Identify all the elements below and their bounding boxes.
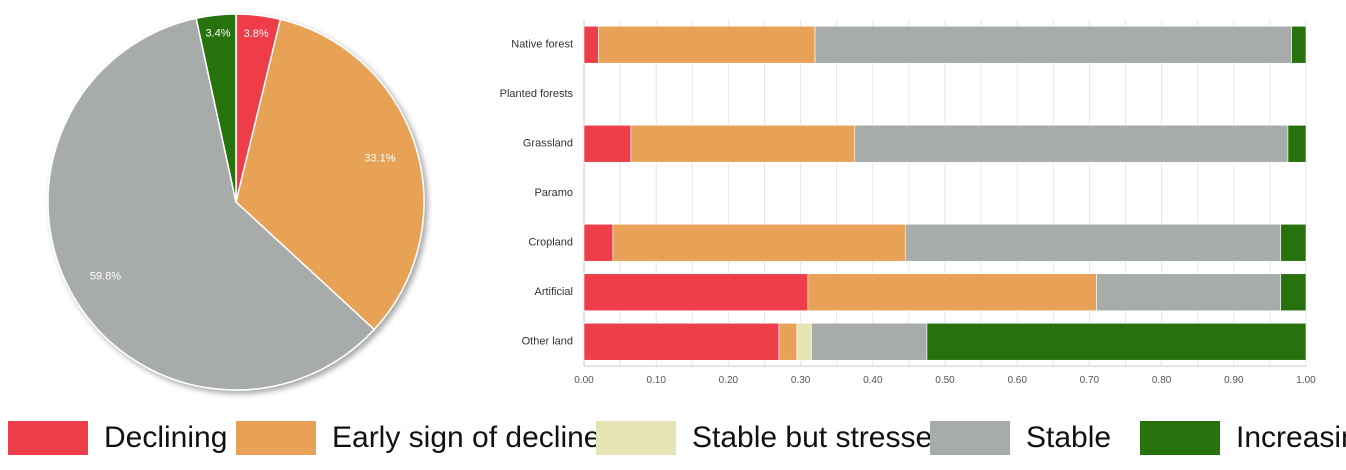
category-labels: Native forest Planted forests Grassland Par… bbox=[500, 39, 574, 348]
legend: Declining Early sign of decline Stable b… bbox=[0, 408, 1346, 468]
pie-labels: 3.8% 33.1% 59.8% 3.4% bbox=[90, 28, 396, 283]
pie-label-early-sign-of-decline: 33.1% bbox=[364, 152, 395, 164]
pie-slice-early-sign-of-decline bbox=[235, 18, 425, 331]
bar-segment-grassland-early-sign-of-decline bbox=[630, 124, 856, 163]
x-tick-label: 0.00 bbox=[574, 375, 594, 386]
category-label-other-land: Other land bbox=[522, 336, 573, 348]
bar-segment-cropland-increasing bbox=[1280, 223, 1307, 262]
x-tick-label: 0.60 bbox=[1007, 375, 1027, 386]
legend-label: Declining bbox=[104, 421, 228, 454]
x-tick-label: 0.90 bbox=[1224, 375, 1244, 386]
legend-label: Stable but stressed bbox=[692, 421, 949, 454]
legend-label: Stable bbox=[1026, 421, 1112, 454]
bar-segments bbox=[583, 25, 1307, 361]
bar-segment-grassland-declining bbox=[583, 124, 632, 163]
legend-item-increasing: Increasing bbox=[1140, 421, 1346, 455]
bar-segment-grassland-increasing bbox=[1287, 124, 1307, 163]
x-tick-label: 0.10 bbox=[646, 375, 666, 386]
bar-segment-cropland-stable bbox=[904, 223, 1282, 262]
pie-slice-increasing bbox=[195, 13, 237, 203]
pie-label-increasing: 3.4% bbox=[205, 28, 230, 40]
pie-label-stable: 59.8% bbox=[90, 271, 121, 283]
bar-grid bbox=[583, 20, 1307, 367]
legend-label: Increasing bbox=[1236, 421, 1346, 454]
pie-chart: 3.8% 33.1% 59.8% 3.4% bbox=[47, 13, 425, 391]
bar-segment-other-land-stable bbox=[811, 322, 928, 361]
bar-segment-cropland-early-sign-of-decline bbox=[612, 223, 906, 262]
bar-segment-native-forest-increasing bbox=[1291, 25, 1307, 64]
category-label-cropland: Cropland bbox=[528, 237, 573, 249]
category-label-planted-forests: Planted forests bbox=[500, 88, 574, 100]
x-tick-label: 0.30 bbox=[791, 375, 811, 386]
legend-swatch bbox=[236, 421, 316, 455]
pie-label-declining: 3.8% bbox=[244, 28, 269, 40]
legend-item-early-sign-of-decline: Early sign of decline bbox=[236, 421, 600, 455]
bar-segment-artificial-increasing bbox=[1280, 273, 1307, 312]
bar-segment-artificial-stable bbox=[1096, 273, 1282, 312]
bar-segment-grassland-stable bbox=[854, 124, 1289, 163]
x-tick-label: 0.80 bbox=[1152, 375, 1172, 386]
bar-segment-native-forest-declining bbox=[583, 25, 599, 64]
category-label-artificial: Artificial bbox=[534, 286, 573, 298]
pie-slice-stable bbox=[47, 17, 376, 391]
bar-segment-other-land-declining bbox=[583, 322, 780, 361]
x-tick-label: 1.00 bbox=[1296, 375, 1316, 386]
legend-swatch bbox=[930, 421, 1010, 455]
bar-segment-artificial-early-sign-of-decline bbox=[807, 273, 1097, 312]
legend-item-declining: Declining bbox=[8, 421, 227, 455]
bar-segment-other-land-increasing bbox=[926, 322, 1307, 361]
legend-item-stable: Stable bbox=[930, 421, 1111, 455]
bar-segment-native-forest-stable bbox=[814, 25, 1292, 64]
category-label-grassland: Grassland bbox=[523, 138, 573, 150]
category-label-native-forest: Native forest bbox=[511, 39, 573, 51]
bar-segment-artificial-declining bbox=[583, 273, 809, 312]
x-tick-label: 0.50 bbox=[935, 375, 955, 386]
pie-slices bbox=[47, 13, 425, 391]
legend-label: Early sign of decline bbox=[332, 421, 601, 454]
x-tick-label: 0.20 bbox=[719, 375, 739, 386]
legend-item-stable-but-stressed: Stable but stressed bbox=[596, 421, 949, 455]
x-tick-label: 0.40 bbox=[863, 375, 883, 386]
legend-swatch bbox=[596, 421, 676, 455]
bar-segment-native-forest-early-sign-of-decline bbox=[598, 25, 816, 64]
x-tick-label: 0.70 bbox=[1080, 375, 1100, 386]
stacked-bar-chart: Native forest Planted forests Grassland Par… bbox=[500, 20, 1316, 386]
category-label-paramo: Paramo bbox=[534, 187, 573, 199]
x-tick-labels: 0.00 0.10 0.20 0.30 0.40 0.50 0.60 0.70 0.80 0.90… bbox=[574, 375, 1316, 386]
legend-swatch bbox=[8, 421, 88, 455]
bar-segment-other-land-early-sign-of-decline bbox=[778, 322, 798, 361]
legend-swatch bbox=[1140, 421, 1220, 455]
bar-segment-cropland-declining bbox=[583, 223, 614, 262]
bar-segment-other-land-stable-but-stressed bbox=[796, 322, 812, 361]
